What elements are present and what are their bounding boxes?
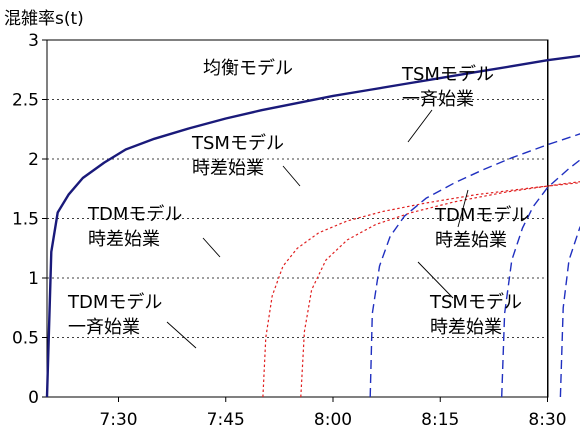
tsm-simultaneous-label-line: TSMモデル [401,64,494,85]
x-tick-label: 7:30 [99,410,137,430]
equilibrium-model-line [45,54,580,398]
y-tick-label: 2.5 [12,91,39,111]
tsm-staggered-label-late: TSMモデル時差始業 [429,292,522,338]
y-axis-title: 混雑率s(t) [4,9,84,29]
y-tick-label: 0 [28,388,39,408]
tdm-simultaneous-label-line: 一斉始業 [68,317,140,338]
x-tick-label: 8:15 [421,410,459,430]
tdm-staggered-line [300,181,580,398]
annotation-leader-line [166,321,197,349]
annotation-leader-line [457,189,469,228]
tdm-staggered-label-right-line: TDMモデル [434,205,529,226]
annotation-leader-line [417,261,454,299]
equilibrium-model-label: 均衡モデル [203,58,293,79]
tsm-staggered-line-early [369,133,580,398]
tsm-staggered-label-early-line: TSMモデル [191,133,284,154]
y-tick-label: 2 [28,150,39,170]
tdm-staggered-label-right: TDMモデル時差始業 [434,205,529,251]
annotation-leader-line [282,165,301,187]
annotation-leader-line [202,237,221,258]
tsm-simultaneous-label-line: 一斉始業 [402,89,474,110]
tsm-simultaneous-line [501,159,580,398]
tdm-simultaneous-label-line: TDMモデル [67,292,162,313]
y-tick-label: 3 [28,31,39,51]
tsm-staggered-label-early-line: 時差始業 [192,158,264,179]
tdm-simultaneous-label: TDMモデル一斉始業 [67,292,162,338]
equilibrium-model-label-line: 均衡モデル [203,58,293,79]
tsm-staggered-label-late-line: TSMモデル [429,292,522,313]
annotation-leader-line [407,109,433,143]
tdm-staggered-label-left-line: TDMモデル [87,204,182,225]
tsm-staggered-line-late [559,225,580,398]
x-tick-label: 8:00 [314,410,352,430]
y-tick-label: 1.5 [12,210,39,230]
tsm-simultaneous-label: TSMモデル一斉始業 [401,64,494,110]
tdm-staggered-label-left: TDMモデル時差始業 [87,204,182,250]
tsm-staggered-label-late-line: 時差始業 [430,317,502,338]
tdm-staggered-label-right-line: 時差始業 [435,230,507,251]
x-tick-label: 7:45 [207,410,245,430]
tsm-staggered-label-early: TSMモデル時差始業 [191,133,284,179]
x-tick-label: 8:30 [528,410,566,430]
y-tick-label: 1 [28,269,39,289]
tdm-staggered-label-left-line: 時差始業 [88,229,160,250]
y-tick-label: 0.5 [12,329,39,349]
tdm-simultaneous-line [262,182,580,398]
